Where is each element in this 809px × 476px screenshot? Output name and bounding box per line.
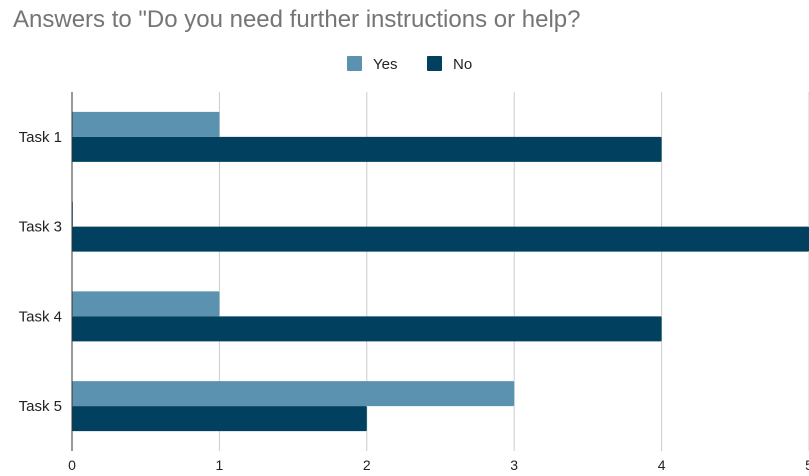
bar-no-task-4 bbox=[72, 316, 662, 342]
bar-no-task-1 bbox=[72, 136, 662, 162]
bar-yes-task-5 bbox=[72, 381, 515, 407]
chart-title: Answers to "Do you need further instruct… bbox=[13, 6, 581, 33]
bar-no-task-3 bbox=[72, 226, 809, 252]
x-tick-label: 5 bbox=[805, 457, 809, 473]
bar-no-task-5 bbox=[72, 406, 367, 432]
legend-swatch-yes bbox=[347, 56, 362, 71]
category-label: Task 3 bbox=[19, 219, 62, 236]
bar-yes-task-1 bbox=[72, 111, 220, 137]
category-label: Task 1 bbox=[19, 129, 62, 146]
legend-label-yes: Yes bbox=[373, 56, 397, 73]
bar-yes-task-4 bbox=[72, 291, 220, 317]
category-label: Task 5 bbox=[19, 398, 62, 415]
x-tick-label: 1 bbox=[216, 457, 224, 473]
legend-swatch-no bbox=[427, 56, 442, 71]
x-tick-label: 0 bbox=[68, 457, 76, 473]
legend-label-no: No bbox=[453, 56, 472, 73]
x-tick-label: 3 bbox=[510, 457, 518, 473]
x-tick-label: 4 bbox=[658, 457, 666, 473]
category-label: Task 4 bbox=[19, 308, 62, 325]
x-tick-label: 2 bbox=[363, 457, 371, 473]
